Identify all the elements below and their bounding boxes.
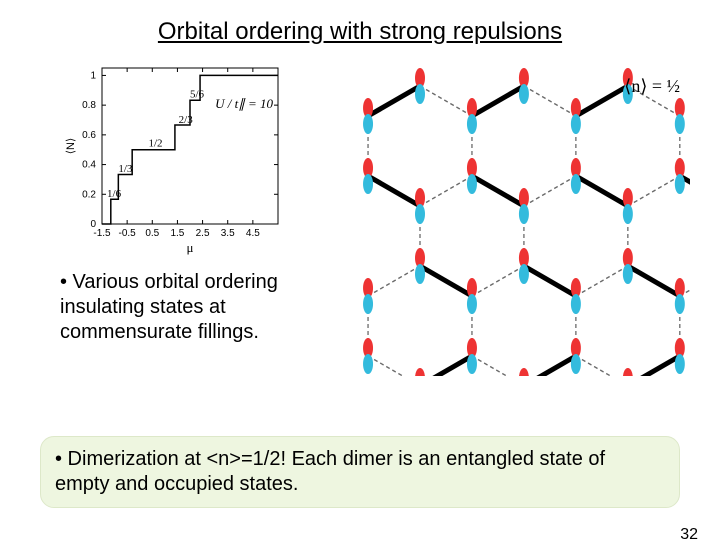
- svg-text:1: 1: [90, 70, 96, 81]
- svg-text:4.5: 4.5: [246, 228, 260, 239]
- svg-text:μ: μ: [187, 240, 194, 255]
- svg-text:0.6: 0.6: [82, 130, 96, 141]
- svg-text:1/2: 1/2: [149, 138, 163, 150]
- svg-text:-1.5: -1.5: [93, 228, 111, 239]
- svg-text:-0.5: -0.5: [119, 228, 137, 239]
- svg-text:⟨N⟩: ⟨N⟩: [65, 138, 77, 155]
- svg-text:0: 0: [90, 219, 96, 230]
- svg-text:0.2: 0.2: [82, 189, 96, 200]
- bullet-1: • Various orbital ordering insulating st…: [60, 270, 340, 345]
- honeycomb-svg: [360, 56, 690, 376]
- bullet-2-text: • Dimerization at <n>=1/2! Each dimer is…: [55, 448, 605, 495]
- step-chart: -1.5 -0.5 0.5 1.5 2.5 3.5 4.5 0 0.2 0.4 0.6 0.8 1 1/6…: [60, 56, 290, 256]
- svg-text:0.5: 0.5: [145, 228, 159, 239]
- svg-text:0.8: 0.8: [82, 100, 96, 111]
- svg-text:1.5: 1.5: [170, 228, 184, 239]
- right-column: [360, 56, 720, 381]
- svg-text:2/3: 2/3: [179, 114, 194, 126]
- bullet-2-box: • Dimerization at <n>=1/2! Each dimer is…: [40, 436, 680, 508]
- svg-text:1/6: 1/6: [107, 188, 122, 200]
- svg-text:3.5: 3.5: [221, 228, 235, 239]
- svg-text:1/3: 1/3: [118, 163, 133, 175]
- eqn-n-half: ⟨n⟩ = ½: [624, 76, 680, 97]
- svg-text:U / t∥ = 10: U / t∥ = 10: [215, 96, 273, 111]
- page-number: 32: [680, 526, 698, 544]
- chart-svg: -1.5 -0.5 0.5 1.5 2.5 3.5 4.5 0 0.2 0.4 0.6 0.8 1 1/6…: [60, 56, 290, 256]
- svg-text:5/6: 5/6: [190, 89, 205, 101]
- page-title: Orbital ordering with strong repulsions: [0, 18, 720, 46]
- svg-text:0.4: 0.4: [82, 160, 96, 171]
- content-row: -1.5 -0.5 0.5 1.5 2.5 3.5 4.5 0 0.2 0.4 0.6 0.8 1 1/6…: [0, 56, 720, 381]
- left-column: -1.5 -0.5 0.5 1.5 2.5 3.5 4.5 0 0.2 0.4 0.6 0.8 1 1/6…: [0, 56, 360, 381]
- svg-text:2.5: 2.5: [196, 228, 210, 239]
